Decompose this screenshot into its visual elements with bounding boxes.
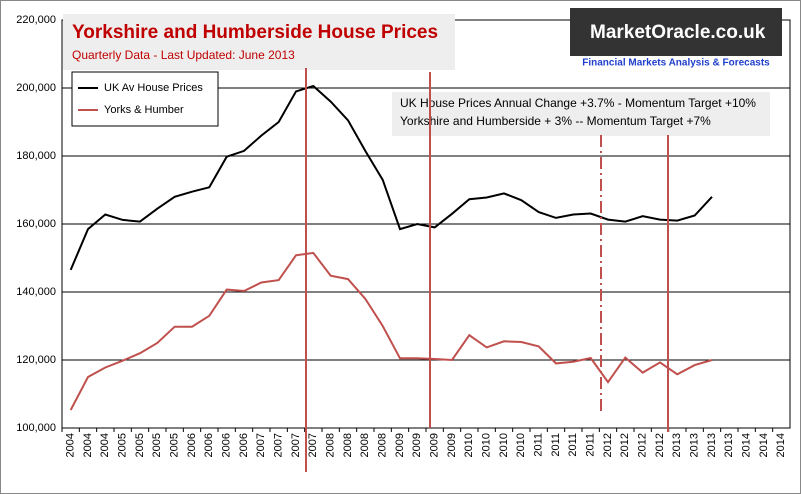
- y-tick-label: 200,000: [16, 82, 56, 94]
- logo-box: [570, 8, 782, 56]
- legend: [71, 71, 219, 127]
- x-tick-label: 2004: [65, 433, 77, 457]
- x-tick-label: 2007: [255, 433, 267, 457]
- x-tick-label: 2006: [203, 433, 215, 457]
- x-tick-label: 2005: [151, 433, 163, 457]
- x-tick-label: 2007: [273, 433, 285, 457]
- annotation-box: [392, 92, 770, 136]
- x-tick-label: 2013: [723, 433, 735, 457]
- x-tick-label: 2008: [325, 433, 337, 457]
- x-tick-label: 2010: [498, 433, 510, 457]
- x-tick-label: 2008: [359, 433, 371, 457]
- x-tick-label: 2012: [637, 433, 649, 457]
- annotation: UK House Prices Annual Change +3.7% - Mo…: [400, 96, 756, 110]
- x-tick-label: 2006: [221, 433, 233, 457]
- x-tick-label: 2014: [758, 433, 770, 457]
- x-tick-label: 2011: [585, 433, 597, 457]
- x-tick-label: 2011: [550, 433, 562, 457]
- y-tick-label: 160,000: [16, 218, 56, 230]
- x-tick-label: 2009: [411, 433, 423, 457]
- y-tick-label: 220,000: [16, 14, 56, 26]
- x-tick-label: 2004: [82, 433, 94, 457]
- chart-title: Yorkshire and Humberside House Prices: [72, 22, 438, 43]
- x-tick-label: 2010: [481, 433, 493, 457]
- x-tick-label: 2005: [134, 433, 146, 457]
- x-tick-label: 2007: [307, 433, 319, 457]
- x-tick-label: 2011: [533, 433, 545, 457]
- logo-tagline: Financial Markets Analysis & Forecasts: [582, 58, 770, 69]
- title-box: [63, 14, 455, 70]
- legend-label: UK Av House Prices: [104, 82, 203, 94]
- x-tick-label: 2006: [238, 433, 250, 457]
- legend-label: Yorks & Humber: [104, 104, 184, 116]
- chart-subtitle: Quarterly Data - Last Updated: June 2013: [72, 48, 295, 62]
- x-tick-label: 2010: [463, 433, 475, 457]
- x-tick-label: 2007: [290, 433, 302, 457]
- y-tick-label: 100,000: [16, 422, 56, 434]
- x-tick-label: 2013: [671, 433, 683, 457]
- x-tick-label: 2011: [567, 433, 579, 457]
- annotation: Yorkshire and Humberside + 3% -- Momentu…: [400, 114, 711, 128]
- x-tick-label: 2005: [169, 433, 181, 457]
- x-tick-label: 2010: [515, 433, 527, 457]
- x-tick-label: 2013: [706, 433, 718, 457]
- series-line: [69, 84, 713, 271]
- x-tick-label: 2009: [446, 433, 458, 457]
- x-tick-label: 2013: [689, 433, 701, 457]
- x-tick-label: 2008: [342, 433, 354, 457]
- y-tick-label: 180,000: [16, 150, 56, 162]
- x-tick-label: 2009: [394, 433, 406, 457]
- x-tick-label: 2014: [741, 433, 753, 457]
- x-tick-label: 2009: [429, 433, 441, 457]
- y-tick-label: 120,000: [16, 354, 56, 366]
- x-tick-label: 2004: [99, 433, 111, 457]
- series-line: [69, 251, 713, 411]
- x-tick-label: 2014: [775, 433, 787, 457]
- x-tick-label: 2012: [602, 433, 614, 457]
- x-tick-label: 2012: [654, 433, 666, 457]
- x-tick-label: 2005: [117, 433, 129, 457]
- logo-tagline-box: [570, 56, 782, 70]
- x-tick-label: 2006: [186, 433, 198, 457]
- y-tick-label: 140,000: [16, 286, 56, 298]
- x-tick-label: 2008: [377, 433, 389, 457]
- x-tick-label: 2012: [619, 433, 631, 457]
- logo-name: MarketOracle.co.uk: [590, 22, 766, 43]
